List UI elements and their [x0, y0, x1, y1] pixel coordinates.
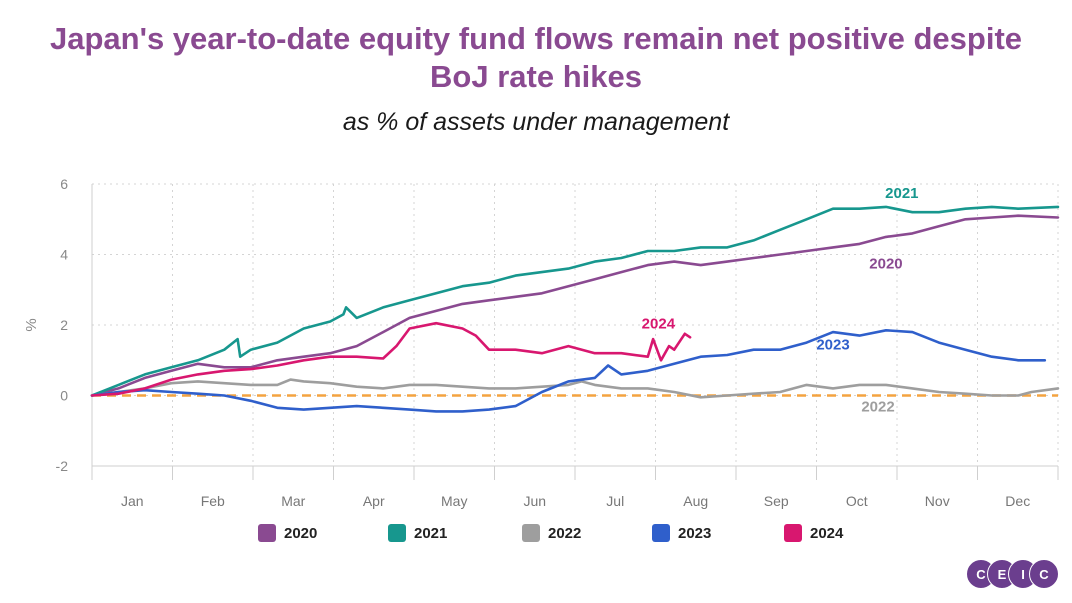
legend-swatch — [522, 524, 540, 542]
chart-subtitle: as % of assets under management — [342, 108, 730, 136]
axes: -2 0 2 4 6 Jan Feb Mar Apr May Jun Jul Aug Sep Oct Nov D… — [23, 176, 1059, 509]
x-tick-label: Sep — [764, 493, 789, 509]
series-label-2022: 2022 — [861, 398, 894, 415]
series-label-2021: 2021 — [885, 185, 918, 202]
legend-swatch — [258, 524, 276, 542]
x-tick-label: Feb — [201, 493, 225, 509]
x-tick-label: Jun — [523, 493, 546, 509]
series-label-2020: 2020 — [869, 256, 902, 273]
legend-label: 2021 — [414, 524, 448, 542]
y-axis-label: % — [23, 318, 40, 331]
legend-swatch — [388, 524, 406, 542]
x-tick-label: Mar — [281, 493, 305, 509]
x-tick-label: Oct — [846, 493, 868, 509]
x-tick-label: Jan — [121, 493, 144, 509]
series-label-2024: 2024 — [642, 316, 676, 333]
x-tick-label: Apr — [363, 493, 385, 509]
chart-title: Japan's year-to-date equity fund flows r… — [0, 20, 1072, 96]
legend-label: 2020 — [284, 524, 318, 542]
chart-title-line-1: Japan's year-to-date equity fund flows r… — [49, 21, 1023, 56]
y-tick-label: 6 — [60, 176, 68, 192]
legend-item-2021: 2021 — [388, 524, 447, 542]
series-line-2023 — [90, 328, 1047, 413]
legend-swatch — [784, 524, 802, 542]
legend: 2020 2021 2022 2023 2024 — [0, 524, 1072, 548]
x-tick-label: May — [441, 493, 467, 509]
logo-letter: C — [1029, 559, 1059, 589]
series-lines — [90, 205, 1060, 413]
series-label-2023: 2023 — [816, 337, 849, 354]
y-tick-label: 4 — [60, 247, 68, 263]
chart-title-line-2: BoJ rate hikes — [430, 59, 642, 94]
series-line-2021 — [90, 205, 1060, 397]
series-line-2022 — [90, 378, 1060, 399]
legend-item-2023: 2023 — [652, 524, 711, 542]
gridlines — [91, 183, 1059, 467]
series-line-2020 — [90, 214, 1060, 397]
y-tick-label: 0 — [60, 388, 68, 404]
y-tick-label: -2 — [56, 458, 69, 474]
legend-item-2020: 2020 — [258, 524, 317, 542]
legend-swatch — [652, 524, 670, 542]
y-tick-label: 2 — [60, 317, 68, 333]
legend-item-2024: 2024 — [784, 524, 843, 542]
x-tick-label: Jul — [606, 493, 624, 509]
series-line-2024 — [90, 321, 692, 397]
legend-label: 2022 — [548, 524, 582, 542]
legend-item-2022: 2022 — [522, 524, 581, 542]
series-labels: 2020 2021 2022 2023 2024 — [642, 185, 919, 415]
legend-label: 2024 — [810, 524, 844, 542]
x-tick-label: Aug — [683, 493, 708, 509]
x-tick-label: Nov — [925, 493, 950, 509]
x-tick-label: Dec — [1005, 493, 1030, 509]
legend-label: 2023 — [678, 524, 712, 542]
